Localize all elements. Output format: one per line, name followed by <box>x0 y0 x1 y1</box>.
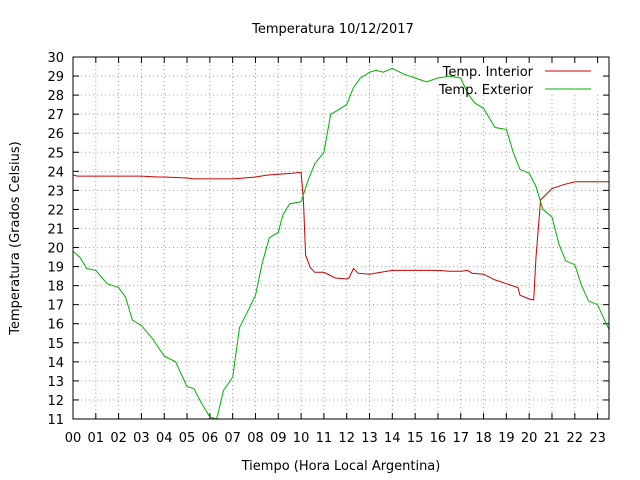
legend-label: Temp. Interior <box>442 65 534 80</box>
x-tick-label: 04 <box>156 431 173 446</box>
x-tick-label: 02 <box>110 431 127 446</box>
y-tick-label: 18 <box>47 280 64 295</box>
y-tick-label: 22 <box>47 203 64 218</box>
y-tick-label: 26 <box>47 127 64 142</box>
x-tick-label: 23 <box>589 431 606 446</box>
x-tick-label: 05 <box>179 431 196 446</box>
x-tick-label: 03 <box>133 431 150 446</box>
x-axis-label: Tiempo (Hora Local Argentina) <box>241 459 441 474</box>
y-tick-label: 16 <box>47 318 64 333</box>
y-tick-label: 29 <box>47 70 64 85</box>
y-tick-label: 15 <box>47 337 64 352</box>
x-tick-label: 08 <box>247 431 264 446</box>
legend-label: Temp. Exterior <box>438 83 534 98</box>
x-tick-label: 07 <box>224 431 241 446</box>
y-tick-label: 17 <box>47 299 64 314</box>
y-tick-label: 21 <box>47 222 64 237</box>
x-tick-label: 20 <box>521 431 538 446</box>
y-tick-label: 13 <box>47 375 64 390</box>
x-tick-label: 01 <box>88 431 105 446</box>
y-tick-label: 19 <box>47 261 64 276</box>
series-line-2 <box>72 67 610 420</box>
x-tick-label: 18 <box>475 431 492 446</box>
x-tick-label: 13 <box>361 431 378 446</box>
x-tick-label: 09 <box>270 431 287 446</box>
plot-series <box>72 67 610 420</box>
chart-title: Temperatura 10/12/2017 <box>251 22 414 37</box>
x-tick-label: 16 <box>430 431 447 446</box>
x-tick-label: 14 <box>384 431 401 446</box>
y-tick-label: 27 <box>47 108 64 123</box>
x-tick-label: 15 <box>407 431 424 446</box>
x-tick-label: 11 <box>316 431 333 446</box>
y-tick-label: 14 <box>47 356 64 371</box>
x-tick-label: 17 <box>452 431 469 446</box>
y-tick-label: 28 <box>47 89 64 104</box>
x-tick-label: 19 <box>498 431 515 446</box>
y-tick-label: 11 <box>47 413 64 428</box>
x-tick-label: 00 <box>65 431 82 446</box>
y-tick-label: 12 <box>47 394 64 409</box>
x-tick-label: 06 <box>202 431 219 446</box>
x-tick-label: 21 <box>544 431 561 446</box>
grid <box>73 57 609 419</box>
series-line-1 <box>72 171 609 301</box>
x-tick-label: 22 <box>567 431 584 446</box>
plot-frame <box>72 56 610 420</box>
x-tick-label: 12 <box>338 431 355 446</box>
y-tick-label: 24 <box>47 165 64 180</box>
legend: Temp. Interior Temp. Exterior <box>438 65 591 98</box>
axes: 11 12 13 14 15 16 17 18 19 20 21 22 23 24 25 26 27 28 29 30… <box>47 51 609 446</box>
y-tick-label: 25 <box>47 146 64 161</box>
y-axis-label: Temperatura (Grados Celsius) <box>8 141 23 335</box>
y-tick-label: 30 <box>47 51 64 66</box>
y-tick-label: 20 <box>47 242 64 257</box>
y-tick-label: 23 <box>47 184 64 199</box>
x-tick-label: 10 <box>293 431 310 446</box>
